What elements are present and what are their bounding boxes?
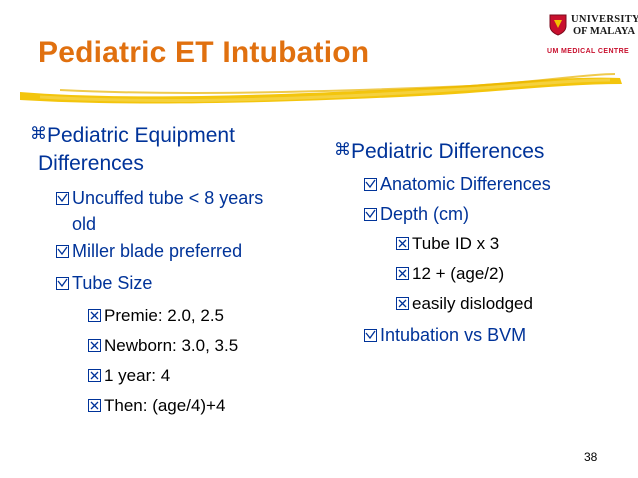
x-bullet-icon <box>396 237 409 250</box>
list-item: Tube Size <box>56 273 152 294</box>
title-underline-swoosh <box>20 73 622 104</box>
check-bullet-icon <box>56 277 69 290</box>
z-bullet-icon: ⌘ <box>30 124 47 144</box>
left-heading-line1: ⌘Pediatric Equipment <box>30 124 235 147</box>
sub-list-item: Premie: 2.0, 2.5 <box>88 306 224 326</box>
list-item: Anatomic Differences <box>364 174 551 195</box>
sub-list-item: Tube ID x 3 <box>396 234 499 254</box>
sub-list-item: Newborn: 3.0, 3.5 <box>88 336 238 356</box>
slide-title: Pediatric ET Intubation <box>38 36 370 69</box>
crest-icon <box>549 14 567 36</box>
sub-list-item: 1 year: 4 <box>88 366 170 386</box>
check-bullet-icon <box>56 245 69 258</box>
sub-list-item: Then: (age/4)+4 <box>88 396 225 416</box>
check-bullet-icon <box>364 208 377 221</box>
university-logo: UNIVERSITY OF MALAYA UM MEDICAL CENTRE <box>545 8 638 58</box>
list-item: Intubation vs BVM <box>364 325 526 346</box>
logo-line-2: OF MALAYA <box>573 26 636 37</box>
right-heading: ⌘Pediatric Differences <box>334 140 545 163</box>
x-bullet-icon <box>88 399 101 412</box>
left-heading-line2: Differences <box>38 152 144 175</box>
x-bullet-icon <box>88 369 101 382</box>
list-item: Miller blade preferred <box>56 241 242 262</box>
logo-line-3: UM MEDICAL CENTRE <box>547 48 630 55</box>
check-bullet-icon <box>56 192 69 205</box>
sub-list-item: 12 + (age/2) <box>396 264 504 284</box>
check-bullet-icon <box>364 178 377 191</box>
list-item: Depth (cm) <box>364 204 469 225</box>
z-bullet-icon: ⌘ <box>334 140 351 160</box>
check-bullet-icon <box>364 329 377 342</box>
page-number: 38 <box>584 450 598 464</box>
x-bullet-icon <box>396 297 409 310</box>
sub-list-item: easily dislodged <box>396 294 533 314</box>
x-bullet-icon <box>88 339 101 352</box>
x-bullet-icon <box>88 309 101 322</box>
list-item-continuation: old <box>72 214 97 234</box>
logo-line-1: UNIVERSITY <box>571 14 638 25</box>
x-bullet-icon <box>396 267 409 280</box>
list-item: Uncuffed tube < 8 years <box>56 188 263 209</box>
